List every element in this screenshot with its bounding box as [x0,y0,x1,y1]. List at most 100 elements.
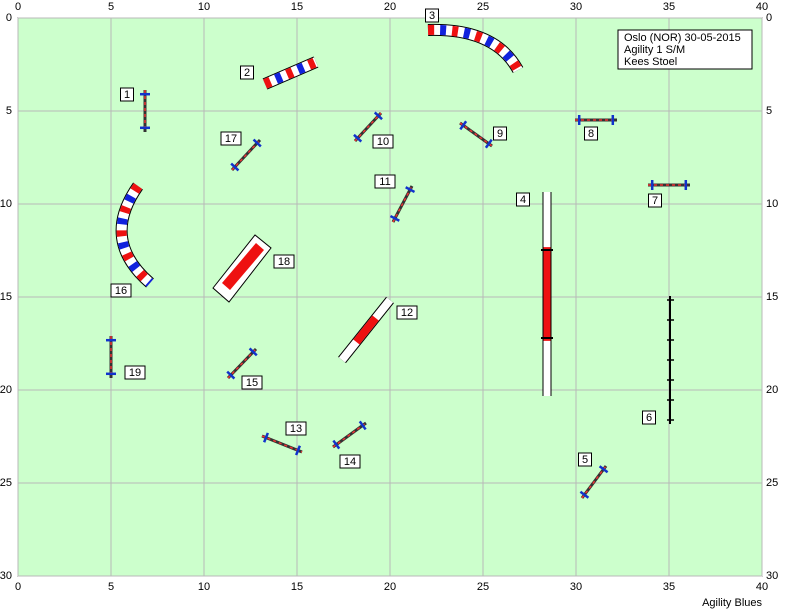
jump-wing [294,445,302,456]
x-tick-label: 15 [291,581,303,593]
tunnel [263,57,318,89]
y-tick-label: 0 [6,12,12,24]
obstacle-label: 19 [129,367,141,379]
obstacle-label-box [374,174,396,189]
y-tick-label: 15 [766,291,778,303]
y-tick-label: 5 [766,105,772,117]
obstacle-label: 17 [225,133,237,145]
x-tick-label: 40 [756,1,768,13]
x-tick-label: 35 [663,581,675,593]
jump-bar [354,112,382,142]
obstacle-label: 16 [115,285,127,297]
jump-wing [230,162,240,172]
obstacle-label: 10 [377,136,389,148]
y-tick-label: 20 [0,384,12,396]
y-tick-label: 0 [766,12,772,24]
tunnel [116,183,154,287]
jump-wing [373,111,383,121]
jump-wing [262,432,270,443]
x-tick-label: 35 [663,1,675,13]
jump-bar [581,465,607,499]
obstacle-label-box [241,375,263,390]
jump-wing [248,347,258,357]
obstacle-label-box [124,365,146,380]
obstacle-label-box [372,134,394,149]
obstacle-label: 7 [652,195,658,207]
obstacle-label-box [110,283,132,298]
obstacle-label: 18 [278,256,290,268]
y-tick-label: 25 [0,477,12,489]
jump-bar [332,422,367,448]
info-line: Agility 1 S/M [624,44,685,56]
contact-center [353,315,379,345]
x-tick-label: 30 [570,1,582,13]
x-tick-label: 0 [15,1,21,13]
y-tick-label: 10 [766,198,778,210]
obstacle-label: 4 [520,194,526,206]
obstacle-label: 5 [582,454,588,466]
a-frame [222,243,264,290]
obstacle-label-box [120,87,134,102]
jump-bar [261,435,303,453]
y-tick-label: 30 [0,570,12,582]
x-tick-label: 10 [198,581,210,593]
x-tick-label: 40 [756,581,768,593]
tunnel [427,24,523,73]
obstacle-label: 15 [246,377,258,389]
obstacle-label-box [516,192,530,207]
jump-wing [226,370,236,380]
obstacle-label: 8 [588,128,594,140]
jump-wing [358,420,367,431]
y-tick-label: 5 [6,105,12,117]
obstacle-label: 14 [344,456,356,468]
jump-bar [231,139,261,171]
obstacle-label-box [648,193,662,208]
obstacle-label-box [240,65,254,80]
obstacle-label: 13 [290,423,302,435]
obstacle-label-box [493,126,507,141]
x-tick-label: 20 [384,1,396,13]
obstacle-label-box [273,254,295,269]
info-box [617,29,753,70]
obstacle-label: 2 [244,67,250,79]
jump-bar [227,348,257,379]
jump-wing [252,138,262,148]
obstacle-label-box [220,131,242,146]
obstacle-label: 12 [401,307,413,319]
obstacle-label: 11 [379,176,390,188]
obstacle-label-box [578,452,592,467]
obstacle-label-box [339,454,361,469]
jump-wing [332,439,341,450]
obstacle-label: 1 [124,89,130,101]
jump-wing [484,138,493,149]
tunnel [116,183,154,287]
jump-wing [389,214,400,222]
x-tick-label: 10 [198,1,210,13]
y-tick-label: 30 [766,570,778,582]
x-tick-label: 20 [384,581,396,593]
x-tick-label: 5 [108,581,114,593]
jump-wing [405,186,416,194]
obstacle-label-box [285,421,307,436]
obstacle-label: 3 [429,10,435,22]
footer: Agility Blues [702,597,762,609]
x-tick-label: 25 [477,581,489,593]
x-tick-label: 15 [291,1,303,13]
jump-bar [459,122,493,147]
obstacle-label: 6 [646,412,652,424]
jump-wing [598,465,609,474]
jump-wing [353,133,363,143]
jump-wing [459,120,468,131]
x-tick-label: 5 [108,1,114,13]
obstacle-label: 9 [497,128,503,140]
x-tick-label: 0 [15,581,21,593]
obstacle-label-box [396,305,418,320]
y-tick-label: 20 [766,384,778,396]
y-tick-label: 10 [0,198,12,210]
obstacle-label-box [584,126,598,141]
obstacle-label-box [642,410,656,425]
x-tick-label: 30 [570,581,582,593]
info-line: Oslo (NOR) 30-05-2015 [624,32,741,44]
